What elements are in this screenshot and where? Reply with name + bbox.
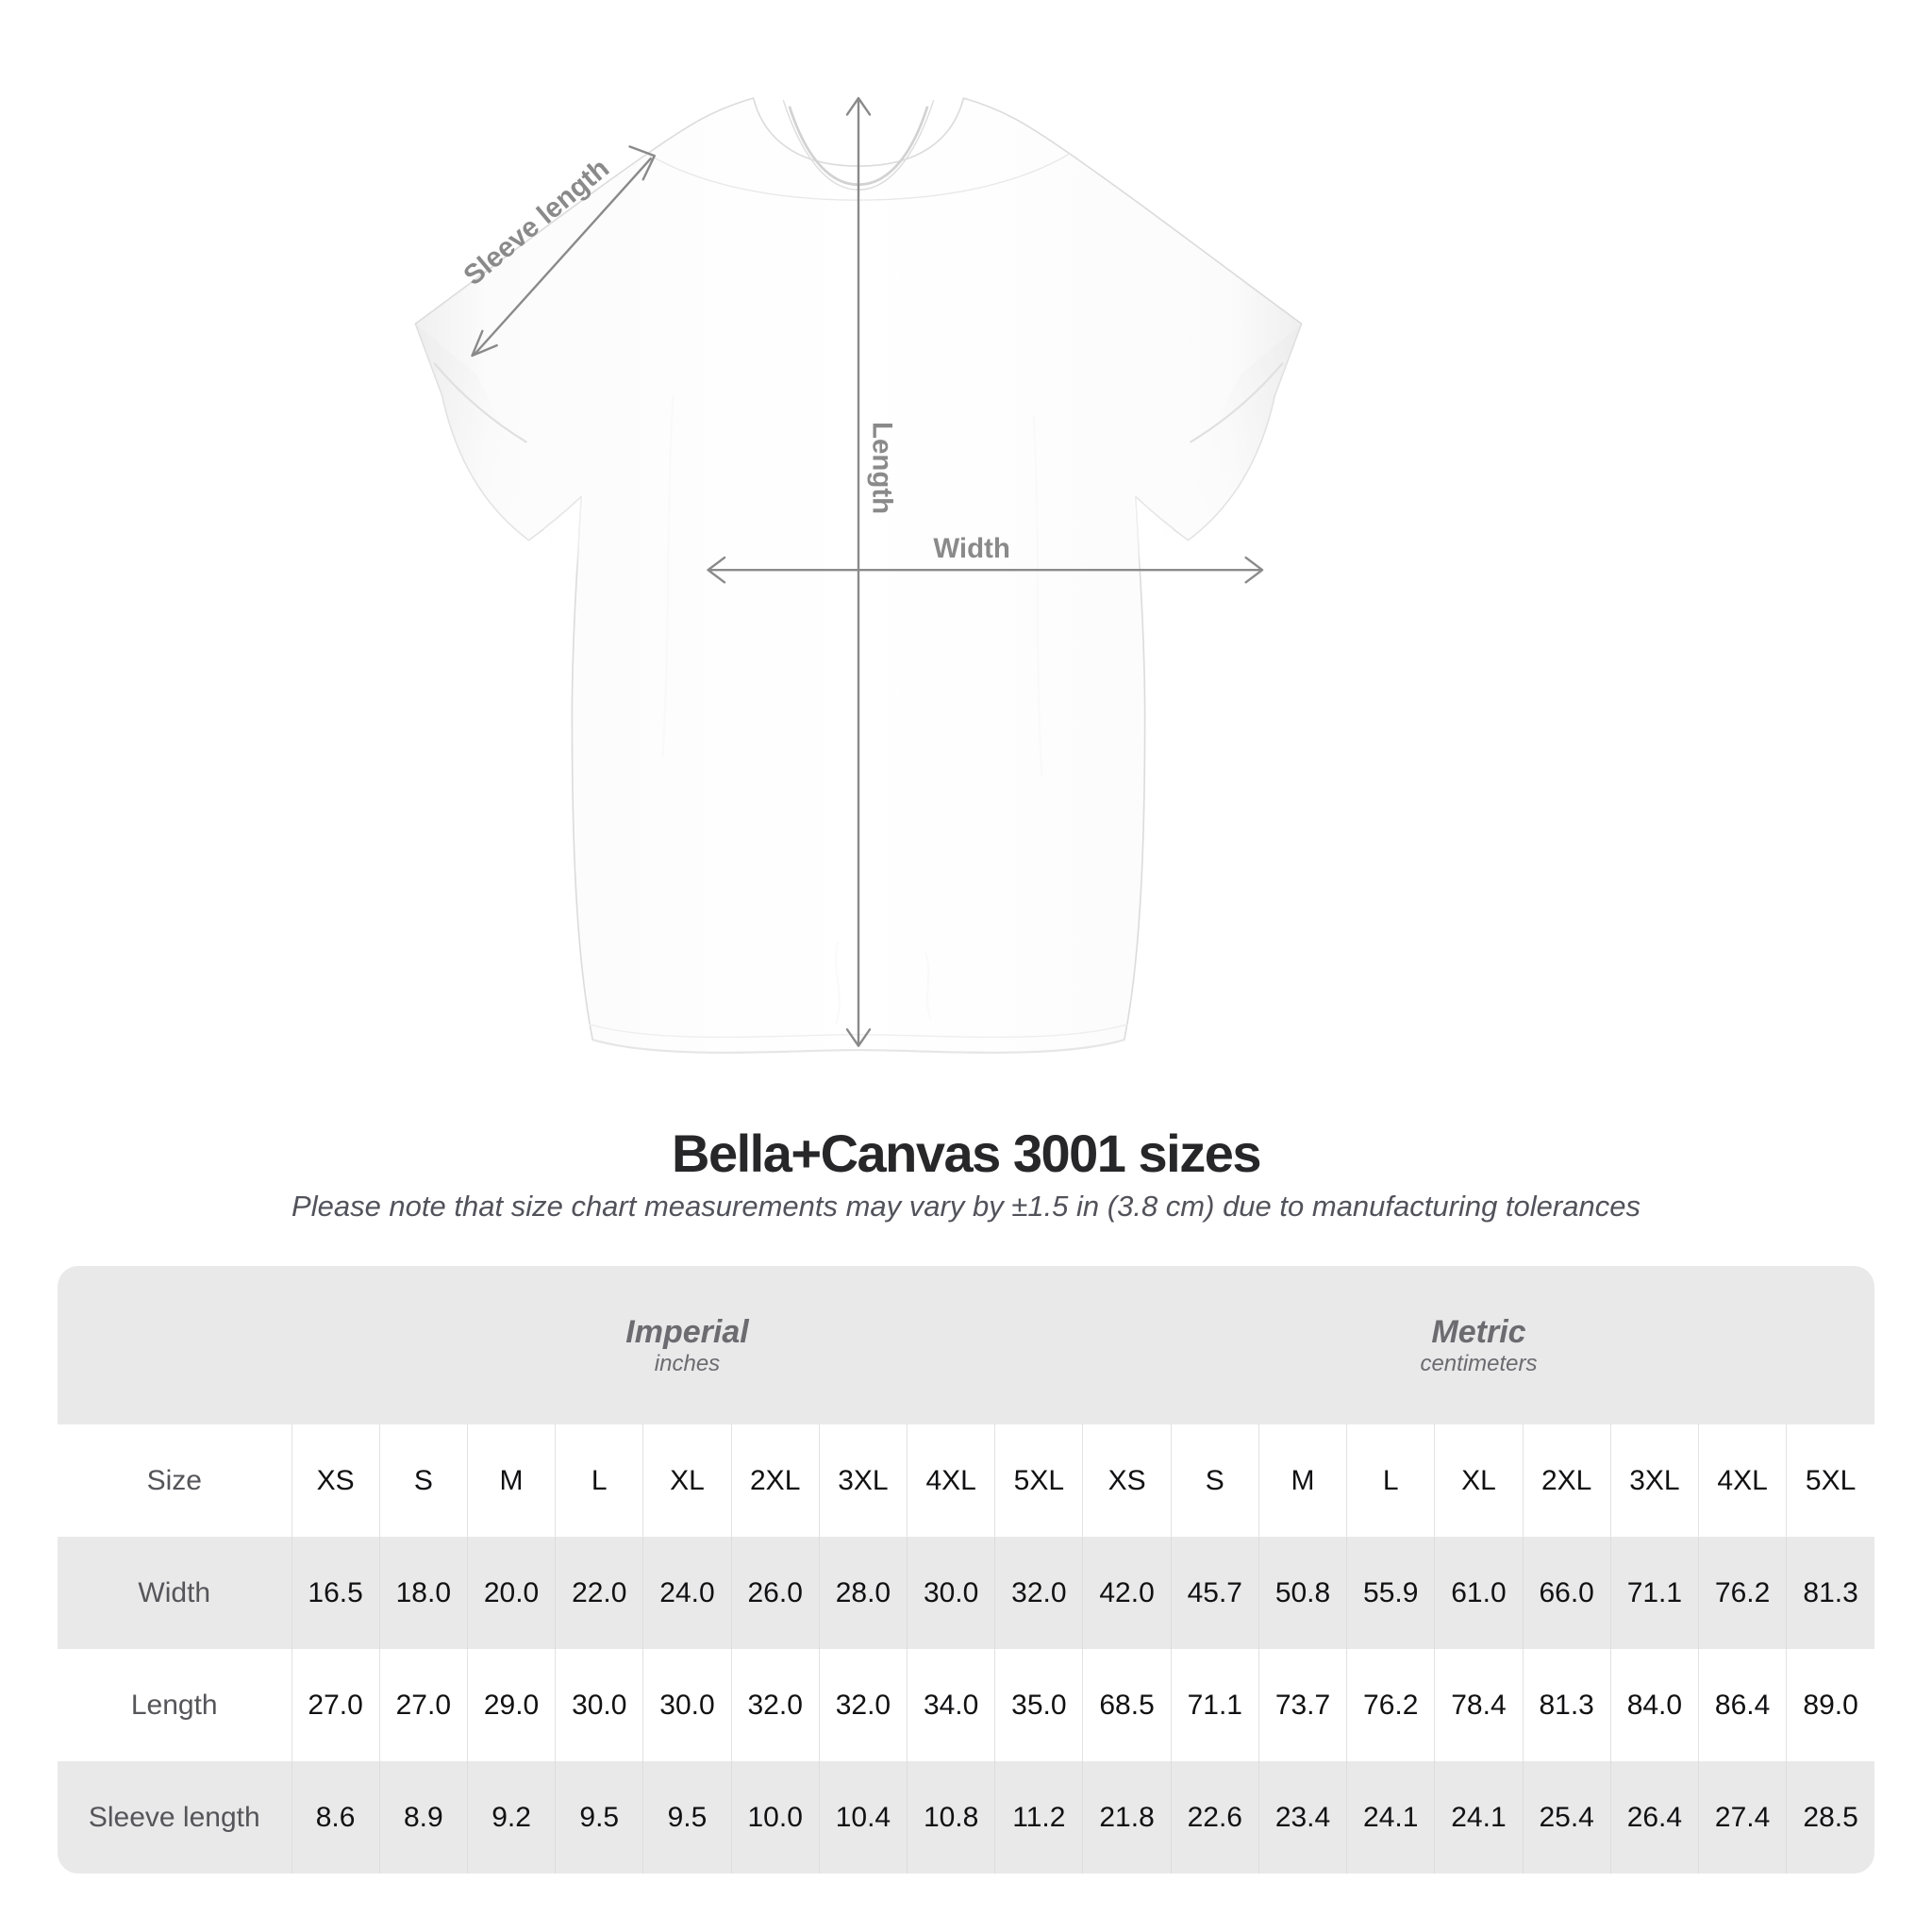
svg-text:Length: Length — [866, 422, 897, 514]
svg-text:Width: Width — [933, 533, 1010, 564]
